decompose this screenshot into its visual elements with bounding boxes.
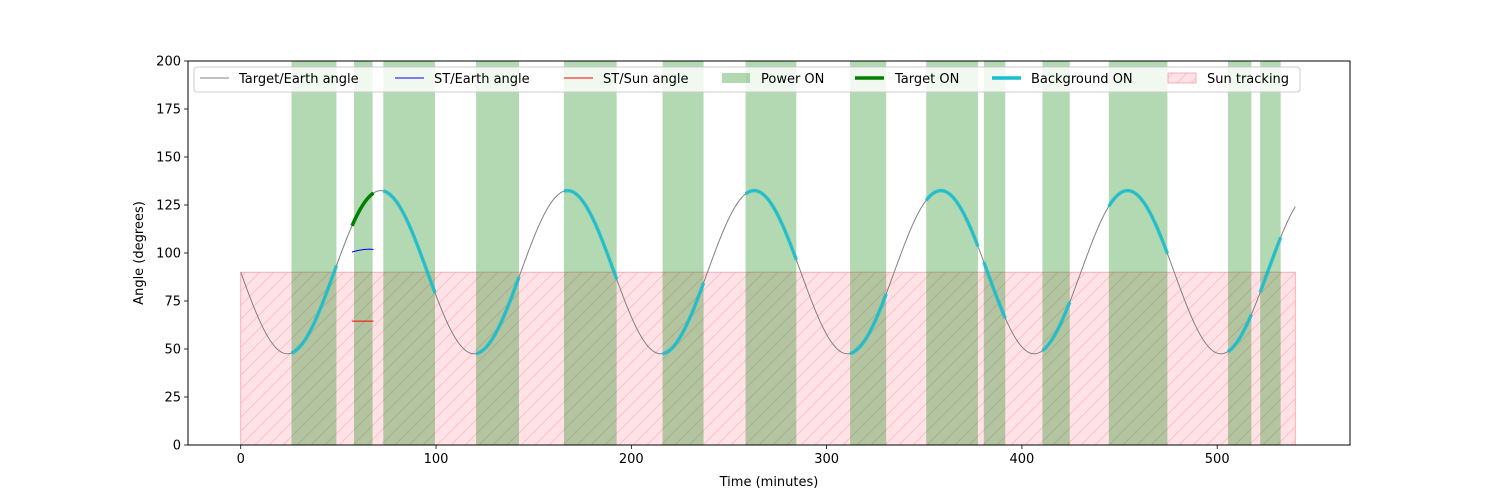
legend-label-target-on: Target ON [894, 72, 959, 87]
background-on-segment-10 [1107, 188, 1170, 255]
y-tick-label-200: 200 [156, 55, 181, 70]
x-tick-label-100: 100 [424, 452, 449, 467]
background-on-segment-7 [924, 188, 980, 247]
background-on-segment-11 [1226, 313, 1253, 353]
x-tick-label-200: 200 [619, 452, 644, 467]
y-axis-ticks: 0 25 50 75 100 125 150 175 200 [156, 55, 188, 454]
background-on-segment-1 [382, 189, 437, 294]
legend-handle-sun-tracking-hatch [1168, 73, 1196, 83]
x-tick-label-500: 500 [1205, 452, 1230, 467]
x-tick-label-400: 400 [1009, 452, 1034, 467]
power-on-span-12 [1227, 61, 1252, 445]
sun-tracking-layer [240, 271, 1296, 445]
sun-tracking-hatch [240, 272, 1296, 445]
y-tick-label-25: 25 [164, 391, 181, 406]
background-on-segment-8 [982, 261, 1007, 319]
power-on-span-8 [926, 61, 978, 445]
x-tick-label-300: 300 [814, 452, 839, 467]
legend-handle-power-on [722, 73, 750, 83]
y-tick-label-75: 75 [164, 295, 181, 310]
power-on-span-11 [1108, 61, 1168, 445]
background-on-segment-6 [849, 293, 888, 356]
legend: Target/Earth angle ST/Earth angle ST/Sun… [193, 66, 1301, 93]
x-tick-label-0: 0 [237, 452, 245, 467]
power-on-span-3 [476, 61, 520, 445]
y-tick-label-100: 100 [156, 247, 181, 262]
power-on-span-6 [745, 61, 797, 445]
background-on-segment-3 [563, 188, 619, 280]
background-on-segment-2 [475, 276, 521, 356]
target-on-segment-0 [350, 191, 375, 227]
legend-label-background-on: Background ON [1031, 72, 1133, 87]
y-axis-label: Angle (degrees) [132, 201, 147, 305]
legend-label-target-earth: Target/Earth angle [238, 72, 359, 87]
background-on-segment-5 [744, 188, 798, 261]
legend-label-power-on: Power ON [761, 72, 824, 87]
y-tick-label-50: 50 [164, 343, 181, 358]
power-on-span-7 [850, 61, 887, 445]
legend-label-st-earth: ST/Earth angle [434, 72, 530, 87]
y-tick-label-0: 0 [173, 439, 181, 454]
y-tick-label-150: 150 [156, 151, 181, 166]
background-on-segment-0 [290, 265, 339, 355]
x-axis-ticks: 0 100 200 300 400 500 [237, 445, 1230, 467]
power-on-span-13 [1260, 61, 1281, 445]
legend-label-st-sun: ST/Sun angle [603, 72, 689, 87]
background-on-segment-9 [1041, 301, 1072, 353]
power-on-layer [291, 61, 1281, 445]
legend-frame [193, 66, 1301, 93]
power-on-span-0 [291, 61, 337, 445]
x-axis-label: Time (minutes) [719, 475, 819, 490]
y-tick-label-125: 125 [156, 199, 181, 214]
lines-layer [240, 188, 1296, 356]
power-on-span-2 [383, 61, 436, 445]
background-on-segment-12 [1258, 236, 1283, 293]
st-earth-line [351, 248, 374, 253]
power-on-span-5 [662, 61, 704, 445]
power-on-span-1 [354, 61, 373, 445]
power-on-span-10 [1042, 61, 1070, 445]
background-on-segment-4 [662, 282, 706, 356]
power-on-span-9 [983, 61, 1006, 445]
y-tick-label-175: 175 [156, 103, 181, 118]
legend-label-sun-tracking: Sun tracking [1207, 72, 1289, 87]
